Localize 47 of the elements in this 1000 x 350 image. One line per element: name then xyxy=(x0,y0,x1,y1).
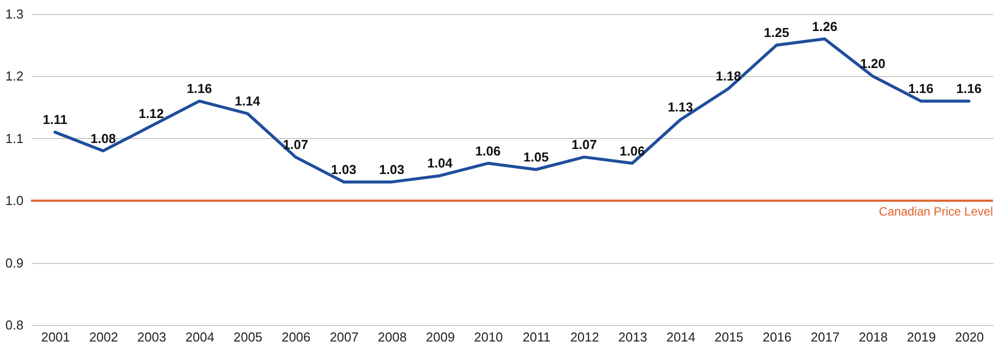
data-label: 1.13 xyxy=(668,100,694,115)
data-label: 1.03 xyxy=(379,162,404,177)
data-label: 1.07 xyxy=(571,137,597,152)
data-label: 1.16 xyxy=(956,81,982,96)
x-tick-label: 2006 xyxy=(282,330,311,344)
x-tick-label: 2007 xyxy=(330,330,359,344)
data-label: 1.26 xyxy=(812,18,838,34)
data-label: 1.06 xyxy=(620,143,645,158)
data-label: 1.25 xyxy=(764,25,790,40)
data-label: 1.08 xyxy=(90,130,116,146)
y-tick-label: 1.1 xyxy=(5,130,24,146)
x-tick-label: 2002 xyxy=(89,330,118,344)
data-label: 1.20 xyxy=(860,56,886,72)
data-label: 1.12 xyxy=(138,106,164,121)
data-label: 1.07 xyxy=(282,137,308,152)
x-tick-label: 2008 xyxy=(378,330,407,344)
y-tick-label: 1.0 xyxy=(5,193,24,208)
x-tick-label: 2015 xyxy=(714,330,744,344)
data-label: 1.11 xyxy=(42,112,68,128)
x-tick-label: 2012 xyxy=(570,330,600,344)
data-label: 1.16 xyxy=(908,81,934,96)
data-label: 1.04 xyxy=(427,156,454,171)
data-label: 1.05 xyxy=(523,150,549,164)
x-tick-label: 2013 xyxy=(618,330,648,344)
ref-line-label: Canadian Price Level xyxy=(878,204,993,219)
x-tick-label: 2020 xyxy=(954,330,984,344)
x-tick-label: 2016 xyxy=(762,330,792,344)
y-tick-label: 1.2 xyxy=(5,68,24,84)
data-label: 1.16 xyxy=(186,81,212,96)
y-tick-label: 0.8 xyxy=(5,318,24,332)
x-tick-label: 2003 xyxy=(137,330,166,344)
y-tick-label: 0.9 xyxy=(5,255,24,270)
x-tick-label: 2011 xyxy=(522,330,551,344)
x-tick-label: 2014 xyxy=(666,330,696,344)
data-label: 1.03 xyxy=(330,162,356,177)
y-tick-label: 1.3 xyxy=(5,6,24,22)
x-tick-label: 2004 xyxy=(185,330,214,344)
x-tick-label: 2005 xyxy=(233,330,262,344)
data-label: 1.18 xyxy=(716,68,742,84)
x-tick-label: 2010 xyxy=(474,330,503,344)
data-label: 1.14 xyxy=(234,94,261,109)
x-tick-label: 2019 xyxy=(906,330,936,344)
x-tick-label: 2001 xyxy=(41,330,70,344)
x-tick-label: 2009 xyxy=(426,330,455,344)
x-tick-label: 2017 xyxy=(810,330,840,344)
data-label: 1.06 xyxy=(475,143,501,158)
x-tick-label: 2018 xyxy=(858,330,888,344)
